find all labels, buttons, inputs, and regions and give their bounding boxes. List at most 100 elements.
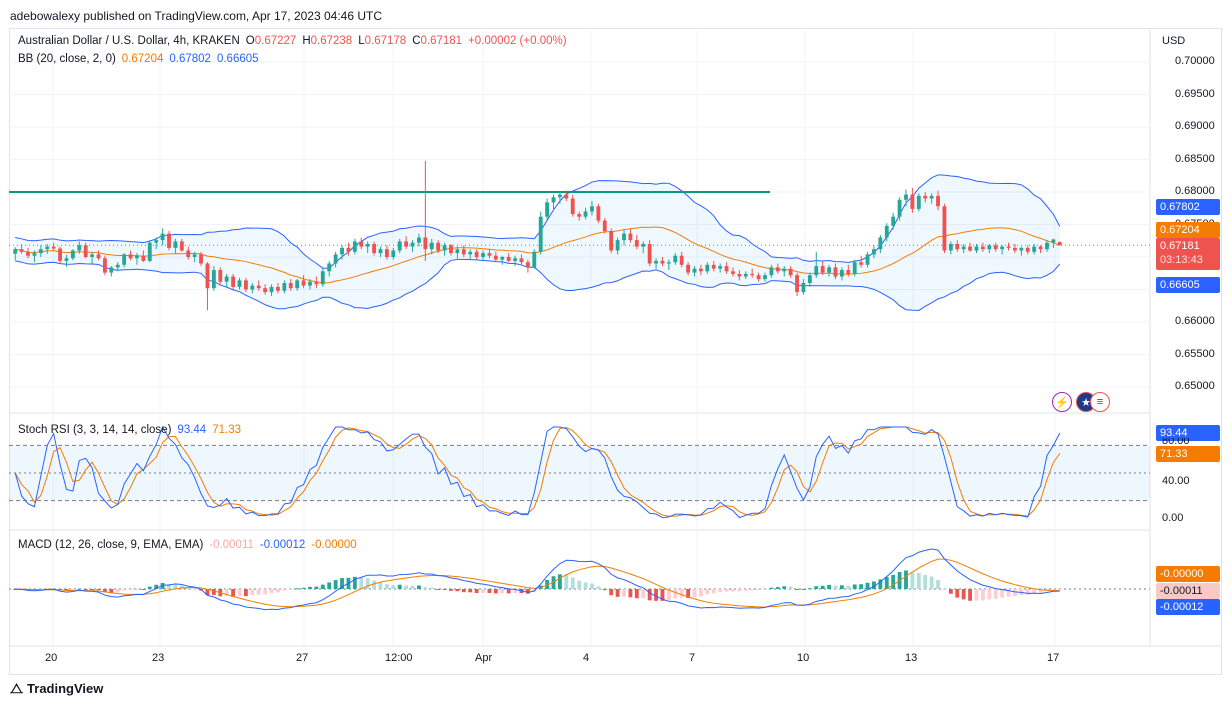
candle-body [628,233,633,241]
macd-histogram-bar [410,585,415,589]
macd-histogram-bar [846,585,851,589]
macd-histogram-bar [327,582,332,589]
event-icons: ⚡ ★ ≡ [1052,392,1110,412]
stoch-legend[interactable]: Stoch RSI (3, 3, 14, 14, close) 93.44 71.3… [18,424,247,436]
low-value: 0.67178 [364,35,407,47]
candle-body [1038,246,1043,250]
macd-histogram-bar [558,574,562,589]
candle-body [839,270,844,277]
macd-histogram-bar [884,576,889,589]
macd-histogram-bar [276,589,280,593]
candle-body [179,241,184,251]
candle-body [647,244,652,264]
candle-body [814,266,819,276]
candle-body [820,266,825,273]
macd-histogram-bar [359,577,364,589]
macd-histogram-bar [237,589,242,596]
candle-body [987,245,992,250]
us-flag-icon[interactable]: ≡ [1090,392,1110,412]
macd-histogram-bar [564,574,569,589]
stoch-k-value: 93.44 [177,424,207,436]
bb-lower-line [15,258,1061,311]
candle-body [429,242,434,250]
candle-body [602,220,607,231]
bb-band-fill [15,174,1060,311]
macd-histogram-bar [634,589,639,599]
macd-histogram-bar [167,584,171,589]
candle-body [243,280,248,290]
macd-legend[interactable]: MACD (12, 26, close, 9, EMA, EMA) -0.0001… [18,539,363,551]
macd-histogram-bar [711,589,716,594]
macd-histogram-bar [775,587,780,589]
candle-body [224,276,229,282]
candle-body [878,237,883,250]
candle-body [346,247,351,252]
candle-body [1045,242,1049,250]
macd-histogram-bar [224,589,229,596]
candle-body [45,246,50,250]
candle-body [1025,247,1030,252]
macd-histogram-bar [340,578,344,589]
macd-histogram-bar [481,589,485,593]
candle-body [282,283,287,291]
macd-signal-value: -0.00000 [311,539,357,551]
bb-lower-price-label: 0.66605 [1156,277,1220,293]
candle-body [782,268,787,272]
candle-body [51,246,56,249]
candle-body [474,251,479,257]
time-tick: 12:00 [385,652,413,664]
symbol-name[interactable]: Australian Dollar / U.S. Dollar, 4h, KRA… [18,35,240,47]
macd-histogram-bar [961,589,966,600]
macd-histogram-bar [333,580,338,589]
macd-histogram-bar [468,589,473,593]
time-tick: 10 [797,652,810,664]
macd-histogram-bar [493,589,498,594]
macd-histogram-bar [269,589,274,594]
macd-hist-axis-label: -0.00011 [1156,583,1220,599]
candle-body [135,255,139,259]
macd-histogram-bar [391,585,396,589]
candle-body [865,254,870,265]
bb-upper-price-label: 0.67802 [1156,199,1220,215]
macd-histogram-bar [801,589,806,590]
macd-histogram-bar [115,589,120,593]
candle-body [301,280,306,286]
macd-histogram-bar [1006,589,1011,597]
price-tick: 0.65500 [1175,347,1215,360]
macd-histogram-bar [135,589,139,590]
high-value: 0.67238 [310,35,353,47]
candle-body [58,248,62,261]
macd-histogram-bar [545,579,550,589]
candle-body [750,273,755,276]
bb-basis-price-label: 0.67204 [1156,222,1220,238]
candle-body [884,225,889,238]
macd-histogram-bar [429,587,434,589]
bb-legend[interactable]: BB (20, close, 2, 0) 0.67204 0.67802 0.6660… [18,53,265,65]
macd-histogram-bar [705,589,710,595]
macd-histogram-bar [352,576,357,589]
macd-histogram-bar [436,589,441,590]
candle-body [38,249,43,254]
macd-histogram-bar [1051,589,1056,590]
candle-body [391,250,396,257]
candle-body [231,276,236,287]
open-value: 0.67227 [254,35,297,47]
candle-body [545,202,550,217]
lightning-icon[interactable]: ⚡ [1052,392,1072,412]
candle-body [897,199,902,217]
candle-body [718,266,723,269]
macd-histogram-bar [647,589,652,601]
candle-body [122,254,127,265]
bb-upper-line [15,174,1061,269]
macd-histogram-bar [686,589,691,598]
stoch-d-line [14,426,1061,517]
candle-body [961,246,966,250]
macd-histogram-bar [628,589,633,598]
candle-body [660,260,665,264]
tradingview-logo[interactable]: ⧍ TradingView [10,680,103,697]
candle-body [397,241,402,251]
macd-histogram-bar [474,589,479,594]
candle-body [237,280,242,287]
change-value: +0.00002 (+0.00%) [468,35,567,47]
